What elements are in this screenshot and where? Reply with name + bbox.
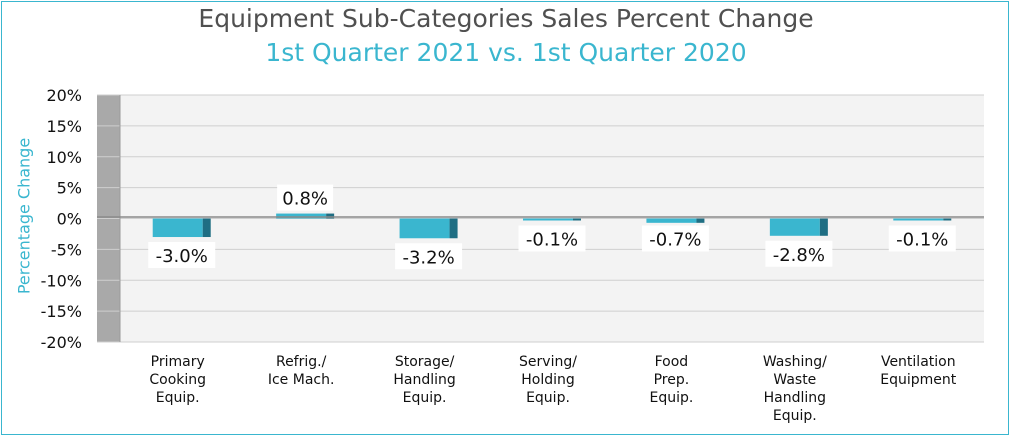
data-label-background [765,240,833,267]
data-label: -2.8% [773,245,825,266]
bar [152,218,203,238]
data-label-background [148,242,216,269]
data-label-background [277,184,334,211]
y-tick-label: 5% [57,179,82,198]
data-label: 0.8% [282,189,328,210]
category-label: Food Prep. Equip. [650,354,694,406]
bar-side [202,218,211,238]
category-label: Storage/Handling Equip. [393,354,455,406]
y-tick-label: -5% [51,240,82,259]
bar [276,213,327,219]
data-labels: -3.0% 0.8% -3.2% -0.1% -0.7% -2.8% -0.1% [148,184,956,270]
y-axis-ticks: 20% 15% 10% 5% 0% -5% -10% -15% -20% [41,86,82,352]
data-label: -0.1% [526,230,578,251]
data-label-background [518,225,586,252]
bar-side [819,218,828,236]
bar [523,218,573,221]
data-label-background [888,225,956,252]
y-tick-label: -20% [41,333,82,352]
category-label: Refrig./Ice Mach. [268,354,335,388]
chart-subtitle: 1st Quarter 2021 vs. 1st Quarter 2020 [265,38,747,67]
bars [152,213,952,239]
category-label: Serving/Holding Equip. [519,354,577,406]
bar-side [449,218,458,239]
bar-side [326,213,335,219]
category-label: Washing/Waste Handling Equip. [763,354,827,424]
data-label: -3.2% [402,247,454,268]
data-label: -0.1% [896,230,948,251]
data-label-background [641,225,709,252]
bar-side [573,218,581,221]
y-tick-label: 20% [46,86,82,105]
bar-side [943,218,952,221]
bar [399,218,450,239]
y-tick-label: -10% [41,271,82,290]
category-label: Primary Cooking Equip. [149,354,206,406]
y-tick-label: 15% [46,117,82,136]
category-labels: Primary Cooking Equip. Refrig./Ice Mach. Sto… [149,354,956,424]
bar [893,218,944,221]
data-label: -0.7% [649,230,701,251]
chart-title: Equipment Sub-Categories Sales Percent C… [198,4,814,33]
y-tick-label: 0% [57,210,82,229]
data-label-background [395,243,463,270]
category-label: Ventilation Equipment [880,354,957,388]
bar [646,218,697,223]
bar [769,218,820,236]
bar-side [696,218,705,223]
y-tick-label: 10% [46,148,82,167]
data-label: -3.0% [156,246,208,267]
y-tick-label: -15% [41,302,82,321]
